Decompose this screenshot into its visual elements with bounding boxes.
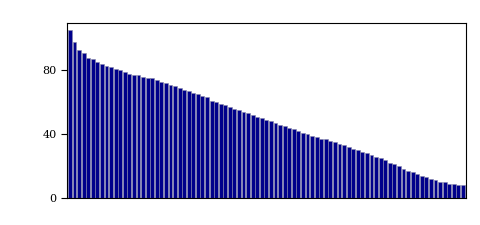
Bar [438,182,442,198]
Bar [141,77,145,198]
Bar [77,50,81,198]
Bar [219,104,223,198]
Bar [328,141,332,198]
Bar [123,72,127,198]
Bar [237,110,241,198]
Bar [86,58,90,198]
Bar [411,173,415,198]
Bar [402,169,406,198]
Bar [433,180,437,198]
Bar [136,75,141,198]
Bar [264,120,268,198]
Bar [456,185,460,198]
Bar [155,80,159,198]
Bar [109,67,113,198]
Bar [347,147,350,198]
Bar [150,78,154,198]
Bar [91,59,95,198]
Bar [301,133,305,198]
Bar [288,128,291,198]
Bar [370,155,373,198]
Bar [392,164,396,198]
Bar [379,158,383,198]
Bar [415,174,419,198]
Bar [356,150,360,198]
Bar [406,171,410,198]
Bar [105,65,108,198]
Bar [168,85,172,198]
Bar [260,118,264,198]
Bar [283,126,287,198]
Bar [187,91,191,198]
Bar [72,42,76,198]
Bar [337,144,341,198]
Bar [351,148,355,198]
Bar [114,69,118,198]
Bar [96,62,99,198]
Bar [424,177,428,198]
Bar [306,134,310,198]
Bar [269,122,273,198]
Bar [82,53,85,198]
Bar [241,112,245,198]
Bar [182,90,186,198]
Bar [342,145,346,198]
Bar [100,64,104,198]
Bar [388,163,392,198]
Bar [420,176,424,198]
Bar [274,123,277,198]
Bar [319,139,323,198]
Bar [223,106,227,198]
Bar [232,109,236,198]
Bar [324,139,328,198]
Bar [397,166,401,198]
Bar [145,78,150,198]
Bar [452,184,456,198]
Bar [360,152,364,198]
Bar [214,102,218,198]
Bar [127,74,131,198]
Bar [429,179,433,198]
Bar [210,101,214,198]
Bar [292,129,296,198]
Bar [196,94,200,198]
Bar [383,160,387,198]
Bar [205,97,209,198]
Bar [374,157,378,198]
Bar [178,88,181,198]
Bar [201,96,204,198]
Bar [118,70,122,198]
Bar [173,86,177,198]
Bar [447,184,451,198]
Bar [278,125,282,198]
Bar [315,137,319,198]
Bar [192,93,195,198]
Bar [443,182,446,198]
Bar [164,83,168,198]
Bar [228,107,232,198]
Bar [68,30,72,198]
Bar [246,113,250,198]
Bar [132,75,136,198]
Bar [255,117,259,198]
Bar [461,185,465,198]
Bar [333,142,337,198]
Bar [310,136,314,198]
Bar [159,81,163,198]
Bar [365,153,369,198]
Bar [297,131,300,198]
Bar [251,115,254,198]
